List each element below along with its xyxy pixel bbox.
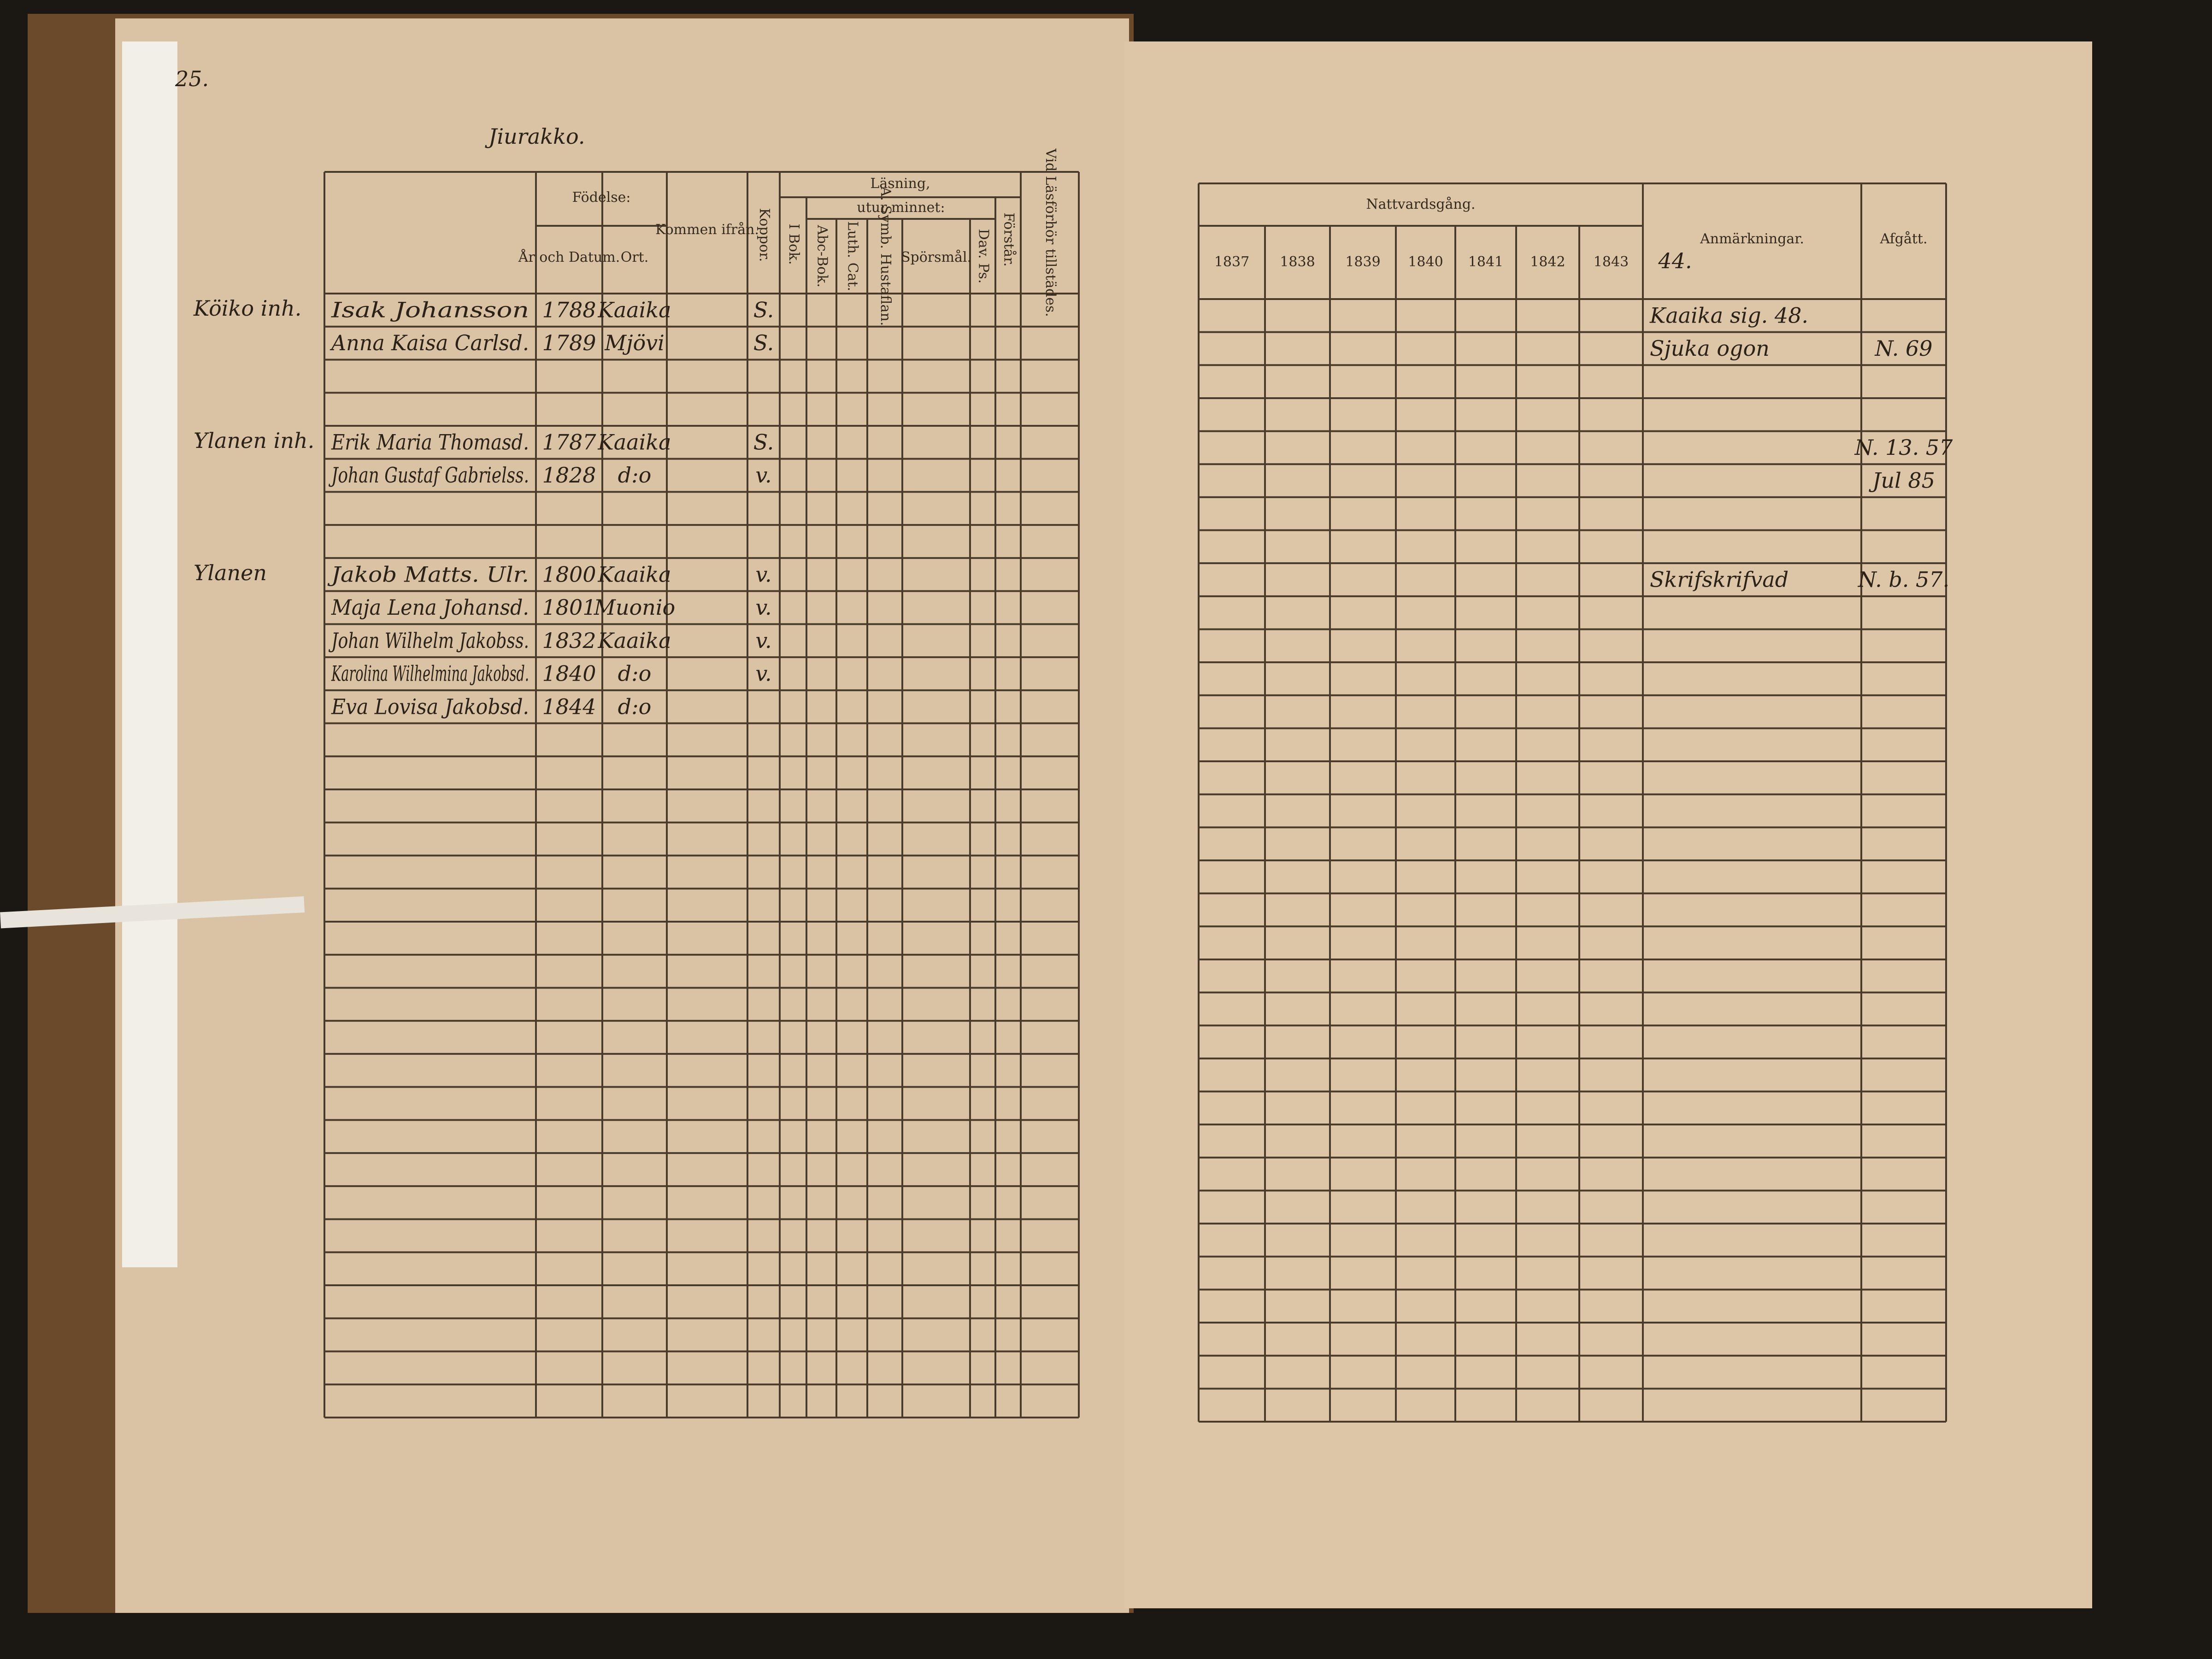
- page-number: 25.: [175, 66, 209, 91]
- left-page: [115, 18, 1129, 1613]
- header-year: 1840: [1408, 254, 1443, 270]
- entry-smallpox: S.: [753, 330, 774, 355]
- entry-departed: Jul 85: [1869, 468, 1935, 493]
- entry-place: d:o: [618, 661, 652, 686]
- entry-name: Johan Gustaf Gabrielss.: [329, 463, 529, 488]
- entry-remark: Sjuka ogon: [1650, 336, 1770, 361]
- entry-born: 1787: [542, 429, 596, 454]
- header-communion: Nattvardsgång.: [1366, 196, 1475, 212]
- entry-remark: Kaaika sig. 48.: [1649, 303, 1808, 328]
- entry-smallpox: S.: [753, 297, 774, 322]
- header-questions: Spörsmål.: [901, 249, 971, 265]
- entry-born: 1789: [542, 330, 596, 355]
- header-year: 1838: [1280, 254, 1315, 270]
- household-note: Ylanen inh.: [194, 428, 314, 453]
- entry-born: 1840: [542, 661, 596, 686]
- header-psalms: Dav. Ps.: [976, 229, 992, 284]
- header-in-book: I Bok.: [786, 224, 802, 265]
- entry-born: 1800: [542, 562, 596, 587]
- village-title: Jiurakko.: [485, 124, 585, 149]
- household-note: Köiko inh.: [193, 296, 301, 321]
- entry-name: Johan Wilhelm Jakobss.: [329, 628, 529, 653]
- right-page: [1124, 41, 2092, 1608]
- entry-place: Kaaika: [597, 562, 671, 587]
- header-present: Vid Läsförhör tillstädes.: [1042, 148, 1059, 317]
- entry-departed: N. 13. 57: [1854, 435, 1953, 460]
- entry-departed: N. 69: [1874, 336, 1932, 361]
- header-symb: A. Symb. Hustaflan.: [877, 186, 894, 326]
- header-place: Ort.: [621, 249, 649, 265]
- entry-smallpox: v.: [755, 628, 771, 653]
- header-year: 1837: [1214, 254, 1249, 270]
- entry-place: d:o: [618, 463, 652, 488]
- header-birth: Födelse:: [572, 189, 630, 206]
- entry-born: 1844: [542, 694, 596, 719]
- entry-departed: N. b. 57.: [1858, 567, 1949, 592]
- entry-smallpox: v.: [755, 562, 771, 587]
- header-came-from: Kommen ifrån.: [655, 222, 759, 238]
- household-note: Ylanen: [194, 560, 267, 585]
- entry-smallpox: S.: [753, 429, 774, 454]
- header-understands: Förstår.: [1001, 212, 1017, 267]
- entry-smallpox: v.: [755, 595, 771, 620]
- header-by-heart: utur minnet:: [857, 200, 945, 216]
- entry-place: d:o: [618, 694, 652, 719]
- header-abc_book: Abc-Bok.: [814, 224, 830, 288]
- header-year: 1839: [1345, 254, 1380, 270]
- entry-name: Isak Johansson: [331, 297, 529, 322]
- entry-name: Jakob Matts. Ulr.: [327, 562, 529, 587]
- header-year-date: År och Datum.: [518, 249, 620, 265]
- entry-place: Muonio: [594, 595, 675, 620]
- paper-slip: [122, 41, 177, 1267]
- entry-born: 1828: [542, 463, 596, 488]
- tables: Födelse: År och Datum. Ort. Kommen ifrån.Ko…: [193, 148, 1953, 1423]
- header-year: 1843: [1594, 254, 1629, 270]
- entry-name: Anna Kaisa Carlsd.: [329, 330, 529, 355]
- entry-place: Kaaika: [597, 429, 671, 454]
- header-reading: Läsning,: [870, 176, 930, 192]
- entry-smallpox: v.: [755, 463, 771, 488]
- header-smallpox: Koppor.: [756, 208, 772, 262]
- entry-name: Karolina Wilhelmina Jakobsd.: [331, 661, 529, 686]
- entry-name: Eva Lovisa Jakobsd.: [331, 694, 529, 719]
- entry-name: Erik Maria Thomasd.: [331, 429, 529, 454]
- header-luth_cat: Luth. Cat.: [845, 221, 861, 291]
- entry-place: Kaaika: [597, 628, 671, 653]
- entry-name: Maja Lena Johansd.: [331, 595, 529, 620]
- entry-smallpox: v.: [755, 661, 771, 686]
- entry-born: 1788: [542, 297, 596, 322]
- header-remarks: Anmärkningar.: [1700, 231, 1804, 247]
- bookmark-strip: [0, 896, 305, 929]
- entry-born: 1832: [542, 628, 596, 653]
- header-year: 1842: [1530, 254, 1565, 270]
- entry-place: Mjövi: [604, 330, 665, 355]
- entry-place: Kaaika: [597, 297, 671, 322]
- header-year: 1841: [1468, 254, 1503, 270]
- header-departed: Afgått.: [1880, 231, 1928, 247]
- entry-born: 1801: [542, 595, 596, 620]
- entry-remark: Skrifskrifvad: [1650, 567, 1788, 592]
- header-year: 44.: [1658, 248, 1692, 273]
